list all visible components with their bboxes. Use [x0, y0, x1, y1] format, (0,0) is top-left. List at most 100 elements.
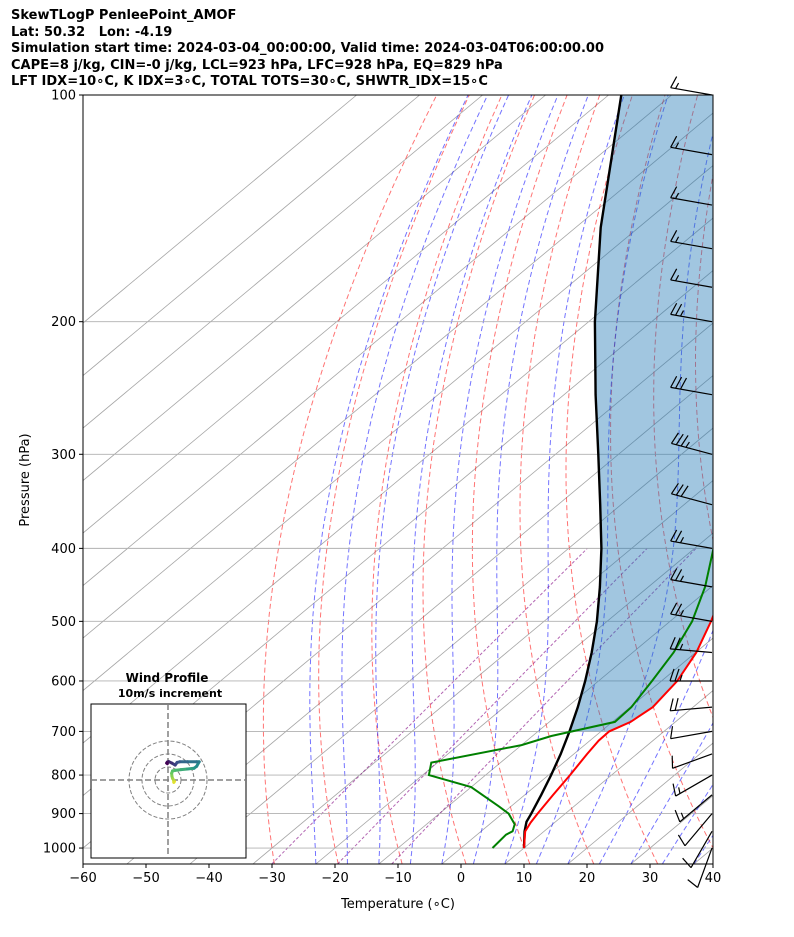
y-tick-label: 900: [51, 807, 76, 822]
isotherm-line: [83, 95, 672, 587]
x-tick-label: −60: [69, 871, 96, 886]
mixing-ratio-line: [337, 548, 648, 864]
dry-adiabat-line: [422, 95, 535, 864]
y-tick-label: 300: [51, 448, 76, 463]
x-tick-label: 10: [516, 871, 533, 886]
indices-line-1: CAPE=8 j/kg, CIN=-0 j/kg, LCL=923 hPa, L…: [11, 57, 503, 73]
isotherm-line: [189, 427, 713, 864]
isotherm-line: [504, 690, 713, 864]
isotherm-line: [441, 637, 713, 864]
wind-barb: [670, 529, 713, 549]
x-tick-label: 0: [457, 871, 465, 886]
moist-adiabat-line: [409, 95, 533, 864]
mixing-ratio-line: [391, 548, 697, 864]
wind-barb: [677, 813, 713, 847]
wind-barb: [670, 302, 713, 323]
y-tick-label: 1000: [43, 842, 76, 857]
hodograph-inset: Wind Profile 10m/s increment: [90, 671, 247, 859]
wind-barb: [687, 847, 713, 888]
cape-fill: [569, 95, 713, 732]
isotherm-line: [315, 532, 713, 864]
dry-adiabat-line: [610, 95, 713, 850]
mixing-ratio-line: [271, 548, 588, 864]
dry-adiabat-line: [471, 95, 568, 864]
wind-barb: [670, 602, 713, 622]
wind-barb: [672, 774, 713, 797]
dewpoint-line: [427, 545, 713, 849]
dry-adiabat-line: [776, 95, 794, 864]
chart-header: SkewTLogP PenleePoint_AMOF Lat: 50.32 Lo…: [11, 8, 604, 91]
x-tick-label: 20: [579, 871, 596, 886]
wind-barb: [670, 568, 713, 588]
cape-area: [569, 95, 713, 732]
x-axis-label: Temperature (∘C): [340, 897, 455, 912]
y-tick-label: 400: [51, 542, 76, 557]
x-tick-label: −20: [321, 871, 348, 886]
dry-adiabat-line: [318, 95, 470, 864]
isotherm-line: [83, 95, 483, 429]
wind-barb: [670, 482, 713, 506]
isotherm-line: [252, 480, 713, 864]
dry-adiabat-line: [653, 95, 713, 719]
y-tick-label: 700: [51, 725, 76, 740]
moist-adiabat-line: [375, 95, 510, 864]
y-tick-label: 800: [51, 769, 76, 784]
isotherm-line: [83, 95, 546, 482]
wind-barb: [671, 753, 713, 769]
wind-barb: [670, 375, 713, 396]
wind-barb: [670, 135, 713, 156]
moist-adiabat-line: [598, 628, 713, 864]
moist-adiabat-line: [441, 95, 559, 864]
moist-adiabat-line: [504, 95, 625, 864]
x-tick-label: 40: [705, 871, 722, 886]
moist-adiabat-line: [567, 131, 713, 864]
wind-barb: [674, 794, 713, 823]
wind-barb: [670, 726, 713, 740]
x-tick-label: −40: [195, 871, 222, 886]
y-tick-label: 200: [51, 315, 76, 330]
location-line: Lat: 50.32 Lon: -4.19: [11, 24, 173, 40]
wind-barbs: [669, 76, 713, 888]
wind-barb: [670, 230, 713, 250]
wind-barb: [670, 268, 713, 288]
indices-line-2: LFT IDX=10∘C, K IDX=3∘C, TOTAL TOTS=30∘C…: [11, 74, 488, 89]
x-tick-label: −10: [384, 871, 411, 886]
isotherm-line: [378, 585, 713, 864]
isotherm-line: [83, 95, 609, 534]
isotherm-line: [83, 112, 713, 639]
moist-adiabat-line: [535, 95, 669, 864]
dry-adiabat-line: [519, 95, 601, 864]
reference-lines: [83, 95, 794, 864]
hodograph-segment: [165, 761, 169, 766]
isotherm-line: [757, 95, 794, 864]
wind-barb: [670, 76, 713, 96]
y-tick-label: 500: [51, 615, 76, 630]
y-tick-label: 600: [51, 674, 76, 689]
y-tick-label: 100: [51, 89, 76, 104]
isotherm-line: [83, 95, 420, 377]
wind-barb: [670, 186, 713, 206]
hodograph-subtitle: 10m/s increment: [118, 687, 222, 700]
parcel-profile-line: [522, 95, 623, 849]
x-tick-label: 30: [642, 871, 659, 886]
hodograph-title: Wind Profile: [126, 671, 209, 685]
time-line: Simulation start time: 2024-03-04_00:00:…: [11, 41, 604, 56]
isotherm-line: [83, 165, 713, 692]
dry-adiabat-line: [262, 95, 438, 864]
sounding-profiles: [427, 95, 713, 849]
wind-barb: [669, 668, 712, 682]
isotherm-line: [126, 375, 713, 864]
axis-ticks: −60 −50 −40 −30 −20 −10 0 10 20 30 40 1000 900 800 700…: [43, 89, 721, 887]
chart-title: SkewTLogP PenleePoint_AMOF: [11, 8, 237, 23]
wind-barb: [670, 432, 713, 455]
dry-adiabat-line: [736, 95, 794, 864]
wind-barb: [669, 697, 713, 712]
wind-barb: [682, 830, 713, 869]
moist-adiabat-line: [309, 95, 469, 864]
wind-barb: [669, 637, 713, 654]
temperature-line: [523, 613, 713, 849]
x-tick-label: −30: [258, 871, 285, 886]
x-tick-label: −50: [132, 871, 159, 886]
dry-adiabat-line: [695, 172, 713, 543]
